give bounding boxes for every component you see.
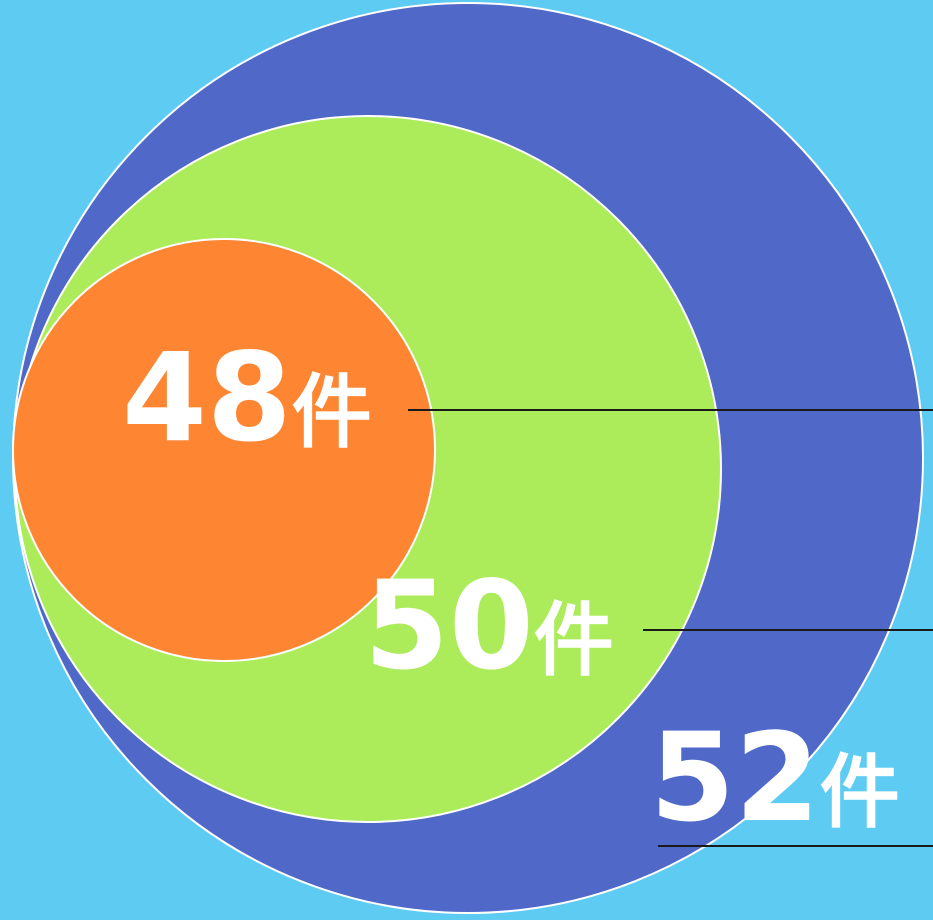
data-label-48: 48件 <box>122 327 372 469</box>
data-label-50-unit: 件 <box>534 594 614 687</box>
circle-48 <box>12 238 436 662</box>
data-label-50-number: 50 <box>364 555 534 697</box>
data-label-50: 50件 <box>364 555 614 697</box>
data-label-52-number: 52 <box>650 707 820 849</box>
data-label-52: 52件 <box>650 707 900 849</box>
data-label-48-number: 48 <box>122 327 292 469</box>
data-label-48-unit: 件 <box>292 366 372 459</box>
data-label-52-unit: 件 <box>820 746 900 839</box>
